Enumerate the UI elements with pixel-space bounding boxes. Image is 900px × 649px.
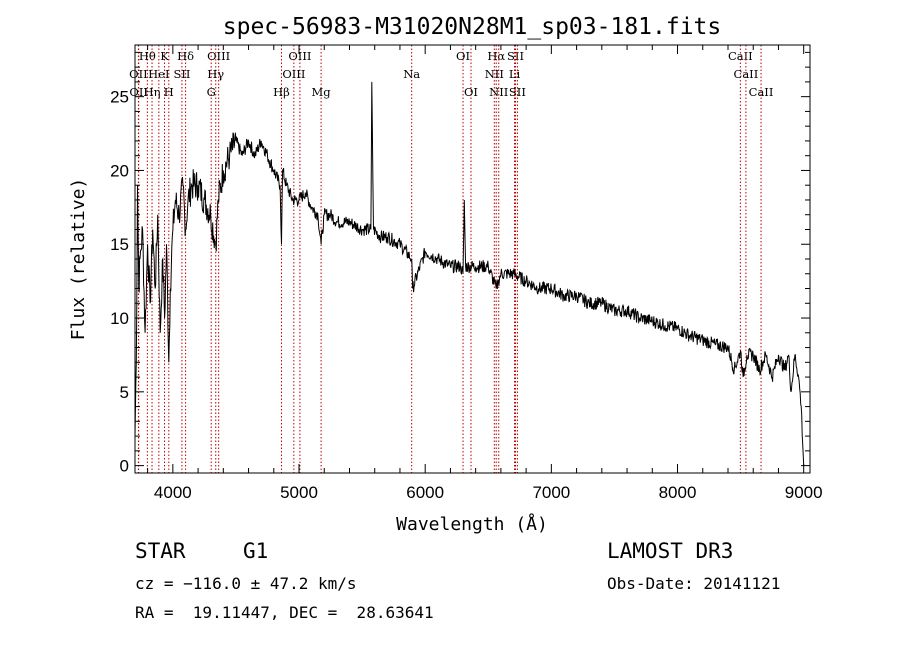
line-label: NII: [485, 67, 504, 81]
x-tick-label: 4000: [154, 483, 192, 502]
observation-date: Obs-Date: 20141121: [607, 574, 781, 593]
spectrum-series-line: [134, 81, 805, 466]
y-tick-label: 10: [110, 309, 129, 328]
line-label: CaII: [749, 85, 774, 99]
object-class: STAR: [135, 539, 186, 563]
y-tick-label: 15: [110, 235, 129, 254]
line-label: OI: [456, 49, 470, 63]
x-tick-label: 8000: [659, 483, 697, 502]
line-label: SII: [507, 49, 524, 63]
object-subclass: G1: [243, 539, 269, 563]
line-label: Li: [509, 67, 521, 81]
line-label: SII: [173, 67, 190, 81]
line-label: CaII: [728, 49, 753, 63]
plot-frame: [134, 44, 811, 474]
line-label: OII: [129, 85, 148, 99]
line-label: K: [160, 49, 169, 63]
line-label: HeI: [148, 67, 169, 81]
y-tick-label: 0: [120, 457, 129, 476]
line-label: H: [164, 85, 174, 99]
line-label: Hη: [144, 85, 161, 99]
y-tick-label: 25: [110, 88, 129, 107]
line-label: OI: [464, 85, 478, 99]
line-label: Hδ: [177, 49, 194, 63]
line-label: Hα: [487, 49, 505, 63]
line-label: SII: [509, 85, 526, 99]
y-axis-label: Flux (relative): [68, 178, 89, 341]
line-label: NII: [489, 85, 508, 99]
chart-title: spec-56983-M31020N28M1_sp03-181.fits: [223, 14, 722, 40]
y-tick-label: 20: [110, 161, 129, 180]
x-tick-label: 6000: [406, 483, 444, 502]
y-tick-label: 5: [120, 383, 129, 402]
x-tick-label: 5000: [280, 483, 318, 502]
line-label: Hγ: [207, 67, 224, 81]
x-axis-label: Wavelength (Å): [396, 513, 548, 535]
line-label: Na: [403, 67, 420, 81]
line-label: G: [207, 85, 216, 99]
line-label: Mg: [312, 85, 332, 99]
line-label: CaII: [734, 67, 759, 81]
line-label: OIII: [282, 67, 305, 81]
line-label: OIII: [288, 49, 311, 63]
line-label: Hθ: [139, 49, 156, 63]
line-label: OIII: [207, 49, 230, 63]
ra-dec-coordinates: RA = 19.11447, DEC = 28.63641: [135, 603, 434, 622]
line-label: Hβ: [273, 85, 290, 99]
survey-name: LAMOST DR3: [607, 539, 734, 563]
redshift-cz: cz = −116.0 ± 47.2 km/s: [135, 574, 357, 593]
x-tick-label: 9000: [785, 483, 823, 502]
x-tick-label: 7000: [532, 483, 570, 502]
